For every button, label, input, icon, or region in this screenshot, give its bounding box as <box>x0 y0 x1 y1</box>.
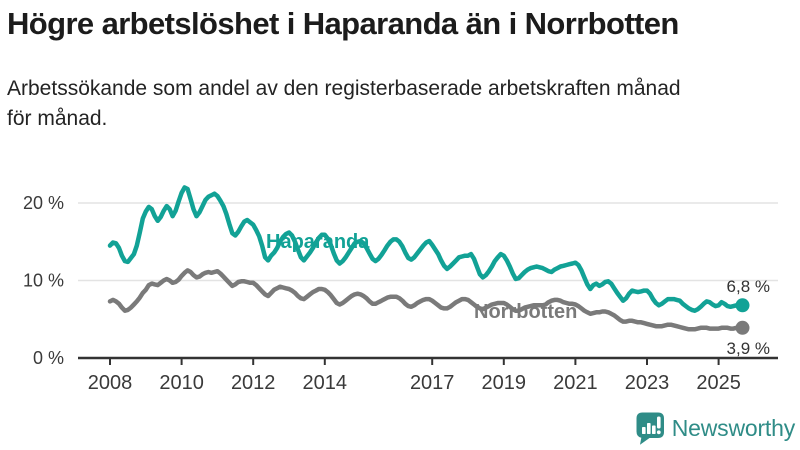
bar-2 <box>646 423 651 434</box>
end-value-label-norrbotten: 3,9 % <box>727 339 770 358</box>
svg-text:0 %: 0 % <box>33 348 64 368</box>
svg-text:2017: 2017 <box>410 372 455 394</box>
series-label-norrbotten: Norrbotten <box>474 301 577 323</box>
newsworthy-icon <box>636 412 664 445</box>
haparanda-line <box>107 185 745 313</box>
end-value-label-haparanda: 6,8 % <box>727 277 770 296</box>
haparanda-end-dot <box>735 298 750 313</box>
exclamation-dot <box>656 430 661 435</box>
chart-canvas: 20 % 10 % 0 % 2008 2010 2012 2014 2017 2019 2021… <box>23 185 778 394</box>
y-axis-tick-labels: 20 % 10 % 0 % <box>23 193 64 368</box>
subtitle-line-1: Arbetssökande som andel av den registerb… <box>7 77 681 100</box>
exclamation-bar <box>656 416 661 429</box>
svg-text:2019: 2019 <box>482 372 527 394</box>
newsworthy-wordmark: Newsworthy <box>671 415 795 441</box>
svg-text:2010: 2010 <box>159 372 204 394</box>
svg-text:10 %: 10 % <box>23 271 64 291</box>
page-title: Högre arbetslöshet i Haparanda än i Norr… <box>7 6 679 41</box>
line-chart: 20 % 10 % 0 % 2008 2010 2012 2014 2017 2019 2021… <box>0 158 800 410</box>
svg-text:2025: 2025 <box>696 372 741 394</box>
svg-text:2008: 2008 <box>88 372 133 394</box>
svg-text:20 %: 20 % <box>23 193 64 213</box>
newsworthy-logo[interactable]: Newsworthy <box>635 412 795 445</box>
gridlines <box>78 202 778 282</box>
bar-3 <box>651 425 656 434</box>
svg-text:2012: 2012 <box>231 372 276 394</box>
subtitle-line-2: för månad. <box>7 107 108 130</box>
x-axis-tick-labels: 2008 2010 2012 2014 2017 2019 2021 2023 2025 <box>88 372 741 394</box>
bar-1 <box>641 427 646 434</box>
chart-subtitle: Arbetssökande som andel av den registerb… <box>7 74 793 134</box>
svg-text:2023: 2023 <box>625 372 670 394</box>
norrbotten-line <box>107 268 745 332</box>
svg-text:2021: 2021 <box>553 372 598 394</box>
svg-text:2014: 2014 <box>303 372 348 394</box>
x-axis <box>78 356 778 365</box>
norrbotten-end-dot <box>735 320 750 335</box>
series-label-haparanda: Haparanda <box>266 231 370 253</box>
